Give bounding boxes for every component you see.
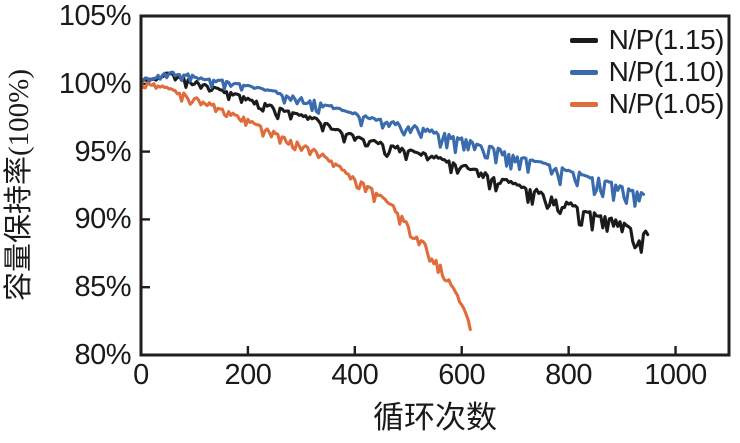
legend: N/P(1.15) N/P(1.10) N/P(1.05) bbox=[569, 24, 725, 120]
legend-label-np-1-15: N/P(1.15) bbox=[608, 24, 725, 55]
y-tick-label: 95% bbox=[74, 135, 131, 168]
x-tick-label: 200 bbox=[224, 359, 272, 391]
legend-item-np-1-15: N/P(1.15) bbox=[569, 24, 725, 56]
y-tick-label: 90% bbox=[74, 203, 131, 236]
y-axis-title: 容量保持率(100%) bbox=[3, 69, 35, 301]
legend-label-np-1-10: N/P(1.10) bbox=[608, 56, 725, 87]
y-tick-label: 85% bbox=[74, 271, 131, 304]
x-tick-label: 0 bbox=[133, 359, 149, 391]
y-tick-label: 105% bbox=[58, 0, 132, 32]
legend-swatch-np-1-10 bbox=[569, 69, 598, 75]
x-tick-label: 600 bbox=[438, 359, 486, 391]
legend-label-np-1-05: N/P(1.05) bbox=[608, 88, 725, 119]
x-tick-label: 1000 bbox=[644, 359, 707, 391]
legend-swatch-np-1-15 bbox=[569, 37, 598, 43]
y-tick-label: 80% bbox=[74, 339, 131, 371]
legend-swatch-np-1-05 bbox=[569, 101, 598, 107]
y-tick-label: 100% bbox=[58, 67, 132, 100]
x-axis-title: 循环次数 bbox=[373, 400, 497, 435]
x-tick-label: 400 bbox=[331, 359, 379, 391]
x-tick-label: 800 bbox=[545, 359, 593, 391]
legend-item-np-1-10: N/P(1.10) bbox=[569, 56, 725, 88]
legend-item-np-1-05: N/P(1.05) bbox=[569, 88, 725, 120]
